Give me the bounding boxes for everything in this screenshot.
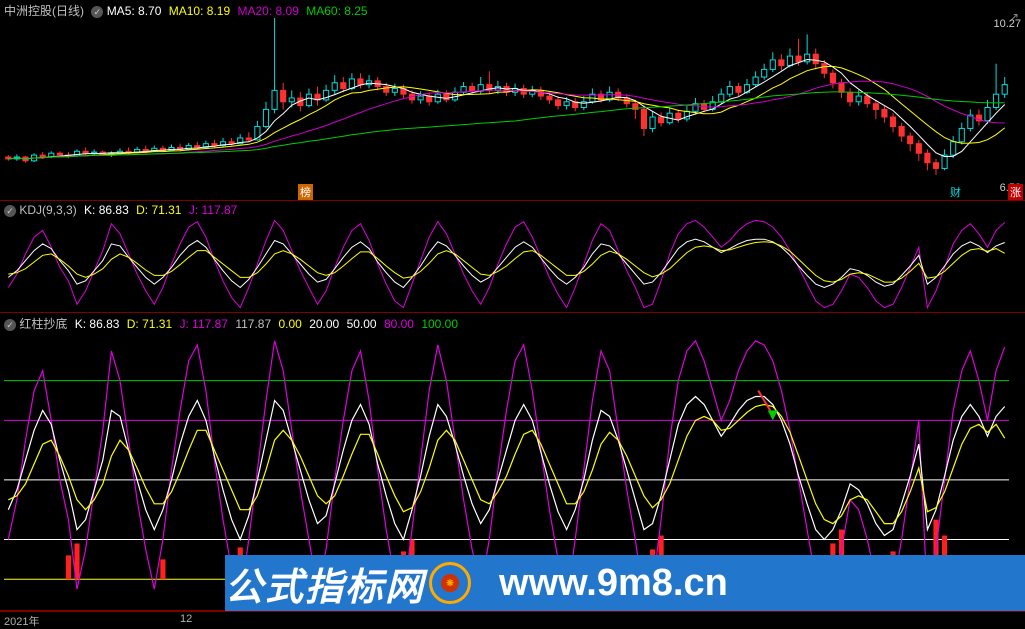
- watermark-text-1: 公式指标网: [225, 556, 425, 611]
- indicator-title: 红柱抄底: [19, 317, 67, 331]
- kdj-d-label: D:: [136, 203, 148, 217]
- main-chart-svg: [0, 0, 1025, 201]
- watermark-logo-icon: ❋: [429, 562, 471, 604]
- main-candlestick-chart[interactable]: 中洲控股(日线) ✓ MA5: 8.70 MA10: 8.19 MA20: 8.…: [0, 0, 1025, 201]
- ind-lv0: 0.00: [278, 317, 301, 331]
- ind-j-value: 117.87: [192, 317, 228, 331]
- time-tick-1: 12: [180, 613, 192, 625]
- check-icon: ✓: [91, 6, 103, 18]
- ma20-value: 8.09: [276, 4, 299, 18]
- kdj-title: KDJ(9,3,3): [19, 203, 76, 217]
- stock-title: 中洲控股(日线): [4, 4, 84, 18]
- watermark-banner: 公式指标网 ❋ www.9m8.cn: [225, 555, 1025, 611]
- tag-zhang: 涨: [1008, 184, 1023, 200]
- watermark-text-2: www.9m8.cn: [499, 562, 728, 605]
- ind-j-label: J:: [179, 317, 188, 331]
- ma60-value: 8.25: [344, 4, 367, 18]
- indicator-header: ✓ 红柱抄底 K: 86.83 D: 71.31 J: 117.87 117.8…: [4, 315, 462, 332]
- time-axis: 2021年 12: [0, 611, 1025, 627]
- ind-d-label: D:: [127, 317, 139, 331]
- ma60-label: MA60:: [306, 4, 341, 18]
- ind-j2-value: 117.87: [235, 317, 271, 331]
- ind-lv80: 80.00: [384, 317, 414, 331]
- main-chart-header: 中洲控股(日线) ✓ MA5: 8.70 MA10: 8.19 MA20: 8.…: [4, 2, 372, 19]
- ma5-value: 8.70: [138, 4, 161, 18]
- kdj-d-value: 71.31: [151, 203, 181, 217]
- kdj-chart[interactable]: ✓ KDJ(9,3,3) K: 86.83 D: 71.31 J: 117.87: [0, 201, 1025, 313]
- ind-lv50: 50.00: [347, 317, 377, 331]
- ma10-label: MA10:: [169, 4, 204, 18]
- check-icon: ✓: [4, 319, 16, 331]
- ma20-label: MA20:: [237, 4, 272, 18]
- ind-lv100: 100.00: [421, 317, 458, 331]
- price-high-label: 10.27: [993, 18, 1021, 30]
- ma5-label: MA5:: [107, 4, 135, 18]
- tag-cai: 财: [948, 184, 963, 200]
- ind-lv20: 20.00: [309, 317, 339, 331]
- kdj-j-label: J:: [189, 203, 198, 217]
- kdj-j-value: 117.87: [202, 203, 238, 217]
- kdj-header: ✓ KDJ(9,3,3) K: 86.83 D: 71.31 J: 117.87: [4, 203, 241, 217]
- tag-bang: 榜: [298, 184, 313, 200]
- kdj-k-label: K:: [84, 203, 95, 217]
- ind-k-value: 86.83: [89, 317, 119, 331]
- ma10-value: 8.19: [207, 4, 230, 18]
- check-icon: ✓: [4, 205, 16, 217]
- ind-d-value: 71.31: [142, 317, 172, 331]
- ind-k-label: K:: [75, 317, 86, 331]
- kdj-k-value: 86.83: [99, 203, 129, 217]
- kdj-chart-svg: [0, 201, 1025, 313]
